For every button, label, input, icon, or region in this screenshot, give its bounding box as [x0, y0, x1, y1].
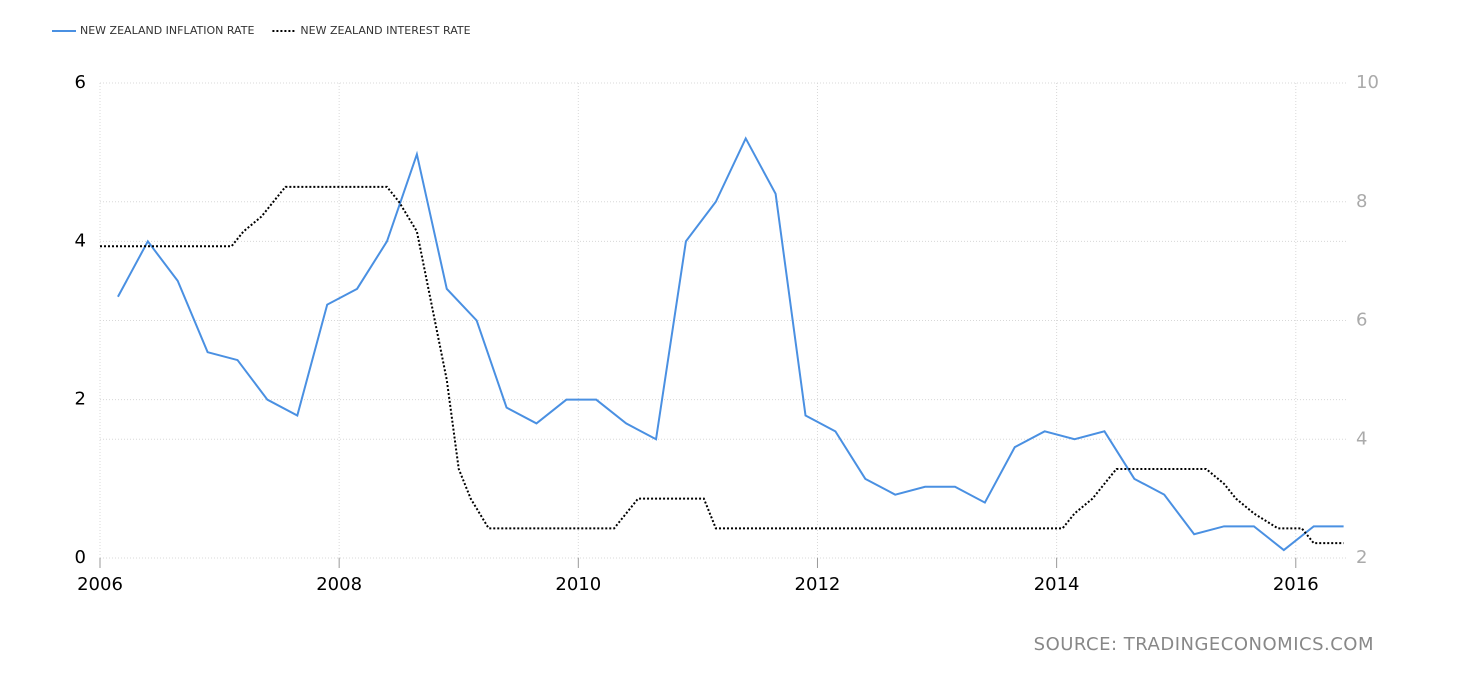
x-tick-label: 2012 — [795, 574, 841, 595]
x-tick-label: 2010 — [555, 574, 601, 595]
y2-tick-label: 10 — [1356, 72, 1379, 93]
y-tick-label: 4 — [75, 230, 86, 251]
series-line — [100, 185, 1344, 545]
legend-label: NEW ZEALAND INTEREST RATE — [300, 24, 470, 37]
series-line — [117, 136, 1344, 552]
y-tick-label: 0 — [75, 547, 86, 568]
y2-tick-label: 6 — [1356, 310, 1367, 331]
legend-label: NEW ZEALAND INFLATION RATE — [80, 24, 254, 37]
y2-tick-label: 4 — [1356, 428, 1367, 449]
x-tick-label: 2014 — [1034, 574, 1080, 595]
y-tick-label: 2 — [75, 389, 86, 410]
x-tick-label: 2016 — [1273, 574, 1319, 595]
y-tick-label: 6 — [75, 72, 86, 93]
y2-tick-label: 2 — [1356, 547, 1367, 568]
source-note: SOURCE: TRADINGECONOMICS.COM — [1034, 634, 1374, 655]
x-tick-label: 2008 — [316, 574, 362, 595]
y2-tick-label: 8 — [1356, 191, 1367, 212]
x-tick-label: 2006 — [77, 574, 123, 595]
